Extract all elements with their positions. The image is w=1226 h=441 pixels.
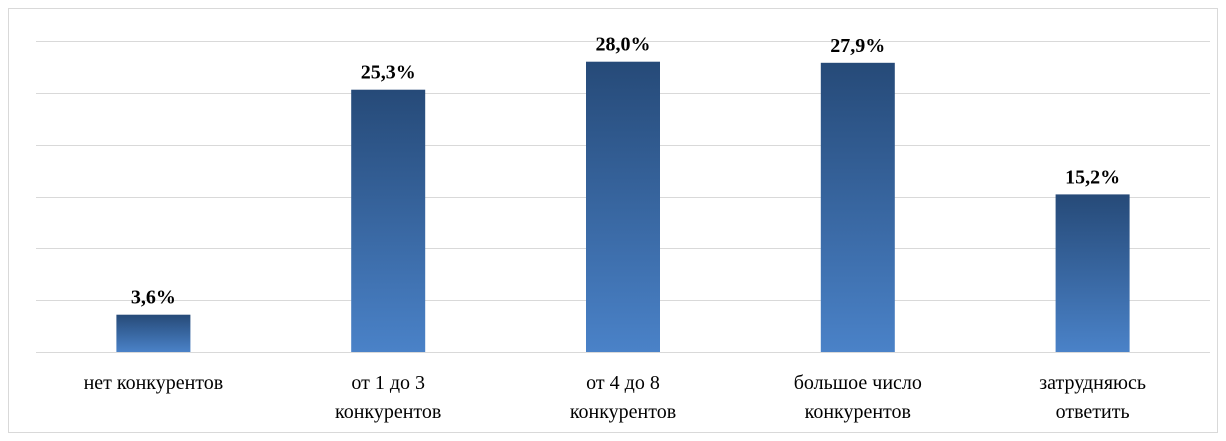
category-label-line: ответить xyxy=(1056,401,1130,423)
bar xyxy=(820,62,895,353)
data-label: 28,0% xyxy=(596,34,651,56)
category-label: нет конкурентов xyxy=(84,372,224,394)
data-label: 15,2% xyxy=(1065,166,1120,188)
category-label: затрудняюсь ответить xyxy=(1039,372,1146,423)
bar xyxy=(351,89,426,352)
category-label-line: нет конкурентов xyxy=(84,372,224,394)
bars xyxy=(116,61,1130,353)
bar xyxy=(1055,194,1130,352)
category-label-line: от 1 до 3 xyxy=(351,372,425,394)
data-label: 25,3% xyxy=(361,62,416,84)
data-label: 27,9% xyxy=(830,35,885,57)
data-labels: 3,6% 25,3% 28,0% 27,9% 15,2% xyxy=(131,34,1120,309)
category-label-line: конкурентов xyxy=(335,401,441,423)
bar xyxy=(116,314,191,352)
category-label-line: большое число xyxy=(794,372,922,394)
category-label-line: конкурентов xyxy=(570,401,676,423)
category-label-line: от 4 до 8 xyxy=(586,372,660,394)
data-label: 3,6% xyxy=(131,287,176,309)
category-label: большое число конкурентов xyxy=(794,372,922,423)
category-label-line: затрудняюсь xyxy=(1039,372,1146,394)
category-label: от 4 до 8 конкурентов xyxy=(570,372,676,423)
category-label: от 1 до 3 конкурентов xyxy=(335,372,441,423)
bar xyxy=(586,61,660,352)
category-label-line: конкурентов xyxy=(805,401,911,423)
